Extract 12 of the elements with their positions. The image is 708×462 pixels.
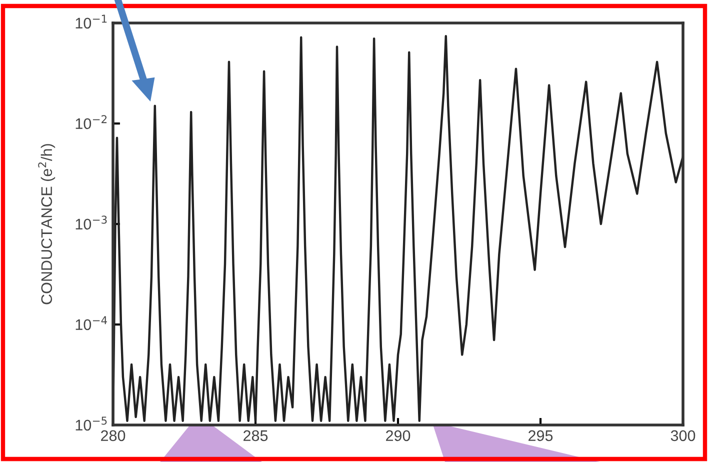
line-series [113,35,683,422]
x-tick-label: 295 [528,430,553,442]
y-tick-label: 10$^{−5}$ [76,416,107,431]
x-tick-label: 300 [670,430,696,442]
y-tick-label: 10$^{−3}$ [76,216,107,230]
x-tick-label: 290 [386,430,410,442]
x-tick-label: 280 [101,430,126,442]
y-tick-label: 10$^{−1}$ [76,14,107,29]
y-axis-title: CONDUCTANCE (e$^{2}$/h) [38,144,56,304]
y-tick-label: 10$^{−2}$ [76,115,107,130]
y-tick-label: 10$^{−4}$ [76,316,107,330]
x-tick-label: 285 [244,430,268,442]
